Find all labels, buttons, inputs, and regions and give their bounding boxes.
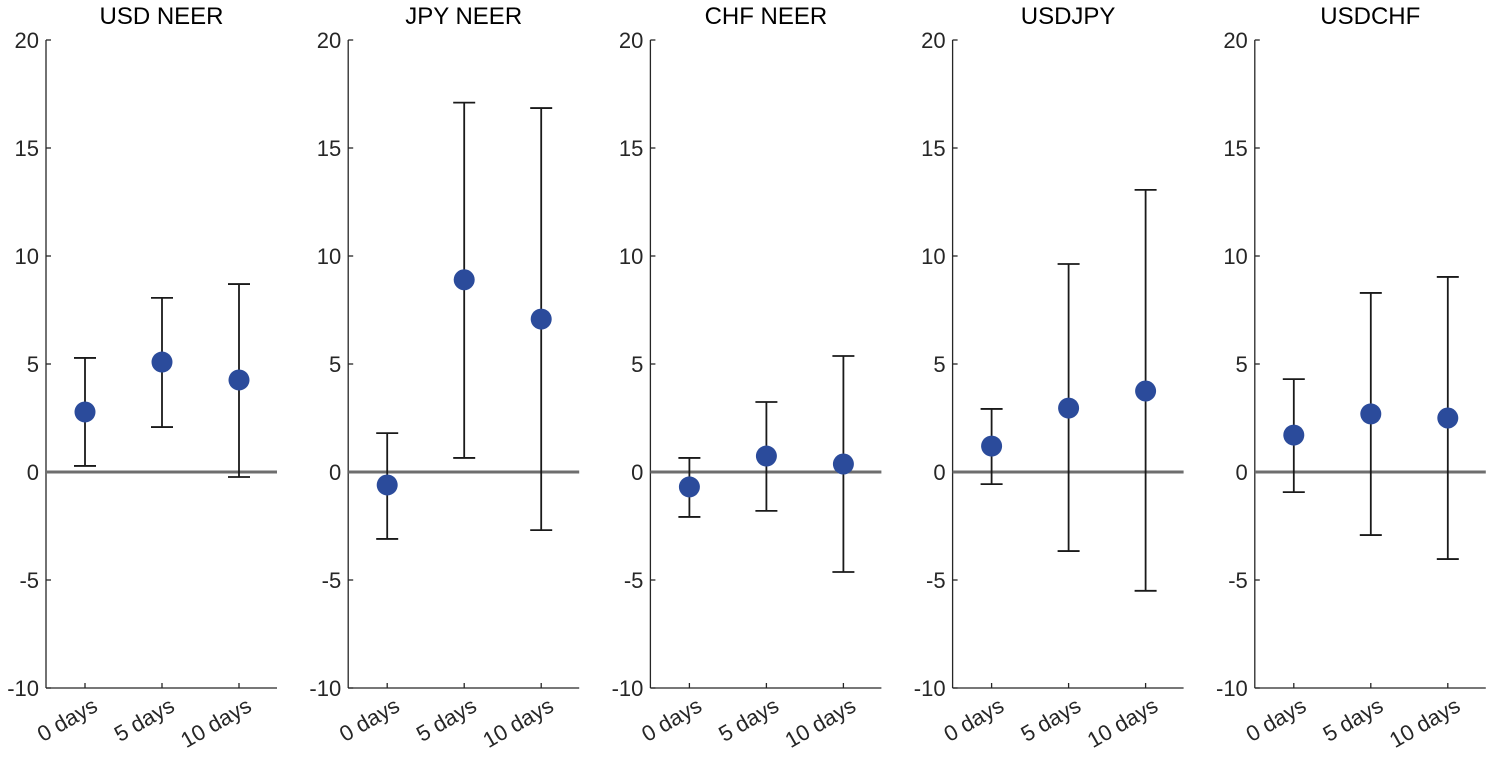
y-tick-label: 0 bbox=[329, 460, 341, 485]
data-point bbox=[74, 401, 96, 423]
data-point bbox=[981, 435, 1003, 457]
y-tick-label: 10 bbox=[15, 244, 39, 269]
panel-title: USDCHF bbox=[1320, 3, 1420, 30]
y-tick-label: 0 bbox=[631, 460, 643, 485]
panel-title: CHF NEER bbox=[705, 3, 828, 30]
y-tick-label: 15 bbox=[15, 136, 39, 161]
y-tick-label: -10 bbox=[1216, 676, 1248, 701]
data-point bbox=[376, 474, 398, 496]
data-point bbox=[1283, 424, 1305, 446]
data-point bbox=[832, 453, 854, 475]
x-tick-label: 10 days bbox=[1385, 693, 1464, 753]
data-point bbox=[1360, 403, 1382, 425]
data-point bbox=[1058, 397, 1080, 419]
x-tick-label: 10 days bbox=[1083, 693, 1162, 753]
x-tick-label: 5 days bbox=[1016, 693, 1085, 747]
y-tick-label: 5 bbox=[27, 352, 39, 377]
y-tick-label: 10 bbox=[619, 244, 643, 269]
y-tick-label: 15 bbox=[317, 136, 341, 161]
y-tick-label: 20 bbox=[619, 28, 643, 53]
x-tick-label: 0 days bbox=[33, 693, 102, 747]
y-tick-label: 15 bbox=[1223, 136, 1247, 161]
y-tick-label: -10 bbox=[612, 676, 644, 701]
y-tick-label: 10 bbox=[317, 244, 341, 269]
y-tick-label: -5 bbox=[926, 568, 946, 593]
y-tick-label: -5 bbox=[19, 568, 39, 593]
data-point bbox=[228, 369, 250, 391]
panel-title: JPY NEER bbox=[405, 3, 522, 30]
y-tick-label: 20 bbox=[921, 28, 945, 53]
y-tick-label: 10 bbox=[921, 244, 945, 269]
y-tick-label: 15 bbox=[921, 136, 945, 161]
y-tick-label: 5 bbox=[631, 352, 643, 377]
x-tick-label: 5 days bbox=[714, 693, 783, 747]
y-tick-label: 0 bbox=[933, 460, 945, 485]
y-tick-label: 20 bbox=[15, 28, 39, 53]
y-tick-label: -10 bbox=[914, 676, 946, 701]
x-tick-label: 0 days bbox=[335, 693, 404, 747]
y-tick-label: 5 bbox=[933, 352, 945, 377]
panel-title: USDJPY bbox=[1021, 3, 1116, 30]
y-tick-label: 5 bbox=[1236, 352, 1248, 377]
data-point bbox=[530, 308, 552, 330]
data-point bbox=[453, 269, 475, 291]
y-tick-label: -10 bbox=[7, 676, 39, 701]
y-tick-label: 10 bbox=[1223, 244, 1247, 269]
y-tick-label: 15 bbox=[619, 136, 643, 161]
x-tick-label: 0 days bbox=[939, 693, 1008, 747]
data-point bbox=[1437, 407, 1459, 429]
x-tick-label: 10 days bbox=[781, 693, 860, 753]
x-tick-label: 5 days bbox=[412, 693, 481, 747]
data-point bbox=[755, 445, 777, 467]
y-tick-label: 20 bbox=[317, 28, 341, 53]
panel-title: USD NEER bbox=[99, 3, 223, 30]
data-point bbox=[1135, 380, 1157, 402]
x-tick-label: 0 days bbox=[1242, 693, 1311, 747]
x-tick-label: 10 days bbox=[478, 693, 557, 753]
x-tick-label: 5 days bbox=[110, 693, 179, 747]
y-tick-label: 0 bbox=[1236, 460, 1248, 485]
x-tick-label: 10 days bbox=[176, 693, 255, 753]
data-point bbox=[678, 476, 700, 498]
x-tick-label: 5 days bbox=[1319, 693, 1388, 747]
y-tick-label: 5 bbox=[329, 352, 341, 377]
x-tick-label: 0 days bbox=[637, 693, 706, 747]
y-tick-label: -5 bbox=[1228, 568, 1248, 593]
y-tick-label: -10 bbox=[309, 676, 341, 701]
y-tick-label: 20 bbox=[1223, 28, 1247, 53]
data-point bbox=[151, 351, 173, 373]
y-tick-label: -5 bbox=[322, 568, 342, 593]
y-tick-label: -5 bbox=[624, 568, 644, 593]
y-tick-label: 0 bbox=[27, 460, 39, 485]
